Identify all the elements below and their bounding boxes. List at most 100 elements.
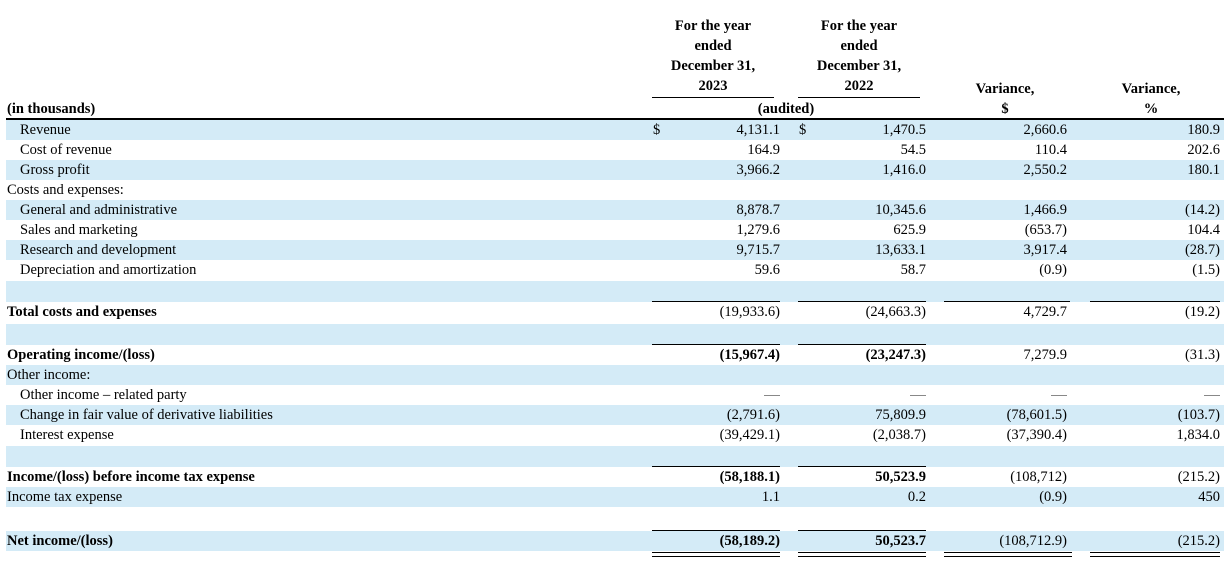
row-income-tax-expense: Income tax expense 1.1 0.2 (0.9) 450 bbox=[6, 487, 1224, 507]
row-label: Operating income/(loss) bbox=[7, 347, 155, 363]
total-double-rule-2023 bbox=[652, 552, 780, 557]
header-2022-line1: For the year bbox=[820, 18, 898, 34]
row-label: Costs and expenses: bbox=[7, 182, 124, 198]
value-2023: 3,966.2 bbox=[736, 162, 781, 178]
dash-variance bbox=[1051, 385, 1067, 405]
header-2022-line3: December 31, bbox=[816, 58, 902, 74]
header-rule bbox=[6, 118, 1224, 120]
row-research-development: Research and development 9,715.7 13,633.… bbox=[6, 240, 1224, 260]
row-costs-and-expenses-heading: Costs and expenses: bbox=[6, 180, 1224, 200]
header-2023-line2: ended bbox=[694, 38, 732, 54]
spacer-row bbox=[6, 446, 1224, 467]
value-2023: 59.6 bbox=[754, 262, 780, 278]
value-variance-pct: (215.2) bbox=[1177, 469, 1220, 485]
row-interest-expense: Interest expense (39,429.1) (2,038.7) (3… bbox=[6, 425, 1224, 445]
row-label: Gross profit bbox=[20, 162, 90, 178]
header-2023-underline bbox=[652, 97, 774, 98]
row-label: Cost of revenue bbox=[20, 142, 112, 158]
header-2023-line4: 2023 bbox=[698, 78, 728, 94]
audited-label: (audited) bbox=[757, 101, 815, 117]
row-label: Sales and marketing bbox=[20, 222, 138, 238]
row-label: Interest expense bbox=[20, 427, 114, 443]
header-2022-line2: ended bbox=[840, 38, 878, 54]
value-2022: (2,038.7) bbox=[872, 427, 926, 443]
spacer-row bbox=[6, 281, 1224, 302]
value-variance: (108,712.9) bbox=[999, 533, 1067, 549]
subtotal-rule-2023 bbox=[652, 301, 780, 302]
header-2022-underline bbox=[798, 97, 920, 98]
row-label: Depreciation and amortization bbox=[20, 262, 197, 278]
total-double-rule-2022 bbox=[798, 552, 926, 557]
header-variance-pct: Variance, % bbox=[1090, 79, 1212, 119]
value-2023: 1,279.6 bbox=[736, 222, 781, 238]
value-2023: 8,878.7 bbox=[736, 202, 781, 218]
value-variance-pct: (19.2) bbox=[1184, 304, 1220, 320]
row-total-costs-expenses: Total costs and expenses (19,933.6) (24,… bbox=[6, 302, 1224, 322]
row-label: Income tax expense bbox=[7, 489, 123, 505]
dash-2023 bbox=[764, 385, 780, 405]
value-2022: 625.9 bbox=[893, 222, 926, 238]
subtotal-rule-2023 bbox=[652, 530, 780, 531]
header-variance-dollar-line1: Variance, bbox=[975, 81, 1035, 97]
row-label: Total costs and expenses bbox=[7, 304, 157, 320]
value-2022: 1,470.5 bbox=[882, 122, 927, 138]
subtotal-rule-2022 bbox=[798, 301, 926, 302]
row-net-income: Net income/(loss) (58,189.2) 50,523.7 (1… bbox=[6, 531, 1224, 551]
row-gross-profit: Gross profit 3,966.2 1,416.0 2,550.2 180… bbox=[6, 160, 1224, 180]
value-2023: (2,791.6) bbox=[726, 407, 780, 423]
row-sales-marketing: Sales and marketing 1,279.6 625.9 (653.7… bbox=[6, 220, 1224, 240]
row-income-before-tax: Income/(loss) before income tax expense … bbox=[6, 467, 1224, 487]
value-variance-pct: (103.7) bbox=[1177, 407, 1220, 423]
row-label: Revenue bbox=[20, 122, 71, 138]
row-operating-income: Operating income/(loss) (15,967.4) (23,2… bbox=[6, 345, 1224, 365]
spacer-row bbox=[6, 324, 1224, 345]
currency-symbol: $ bbox=[799, 122, 807, 138]
value-2022: 0.2 bbox=[907, 489, 926, 505]
value-2022: 13,633.1 bbox=[875, 242, 926, 258]
header-variance-pct-line1: Variance, bbox=[1121, 81, 1181, 97]
value-2022: (24,663.3) bbox=[865, 304, 926, 320]
header-variance-dollar-line2: $ bbox=[1001, 101, 1009, 117]
subtotal-rule-2022 bbox=[798, 466, 926, 467]
value-2022: 50,523.9 bbox=[875, 469, 926, 485]
value-variance-pct: (31.3) bbox=[1184, 347, 1220, 363]
subtotal-rule-pct bbox=[1090, 301, 1220, 302]
value-2023: 4,131.1 bbox=[736, 122, 781, 138]
row-other-income-heading: Other income: bbox=[6, 365, 1224, 385]
value-variance-pct: (1.5) bbox=[1192, 262, 1220, 278]
header-2023: For the year ended December 31, 2023 bbox=[652, 16, 774, 96]
dash-variance-pct bbox=[1204, 385, 1220, 405]
value-2023: 1.1 bbox=[761, 489, 780, 505]
currency-symbol: $ bbox=[653, 122, 661, 138]
value-variance: 2,550.2 bbox=[1023, 162, 1068, 178]
value-2023: 9,715.7 bbox=[736, 242, 781, 258]
value-variance: 1,466.9 bbox=[1023, 202, 1068, 218]
value-variance: 7,279.9 bbox=[1023, 347, 1068, 363]
value-2022: 50,523.7 bbox=[875, 533, 926, 549]
row-label: Net income/(loss) bbox=[7, 533, 113, 549]
value-variance: 3,917.4 bbox=[1023, 242, 1068, 258]
header-2022: For the year ended December 31, 2022 bbox=[798, 16, 920, 96]
row-label: Other income: bbox=[7, 367, 91, 383]
value-2022: 54.5 bbox=[900, 142, 926, 158]
header-variance-dollar: Variance, $ bbox=[944, 79, 1066, 119]
row-general-administrative: General and administrative 8,878.7 10,34… bbox=[6, 200, 1224, 220]
value-variance-pct: (28.7) bbox=[1184, 242, 1220, 258]
row-label: Research and development bbox=[20, 242, 177, 258]
header-2023-line3: December 31, bbox=[670, 58, 756, 74]
subtotal-rule-2023 bbox=[652, 466, 780, 467]
subtotal-rule-2022 bbox=[798, 344, 926, 345]
subtotal-rule-2023 bbox=[652, 344, 780, 345]
value-variance-pct: 202.6 bbox=[1187, 142, 1220, 158]
row-cost-of-revenue: Cost of revenue 164.9 54.5 110.4 202.6 bbox=[6, 140, 1224, 160]
value-variance: (653.7) bbox=[1024, 222, 1067, 238]
dash-2022 bbox=[910, 385, 926, 405]
value-2022: 10,345.6 bbox=[875, 202, 926, 218]
row-change-fair-value: Change in fair value of derivative liabi… bbox=[6, 405, 1224, 425]
total-double-rule-pct bbox=[1090, 552, 1220, 557]
value-variance-pct: (14.2) bbox=[1184, 202, 1220, 218]
subtotal-rule-variance bbox=[944, 301, 1070, 302]
value-variance-pct: 450 bbox=[1198, 489, 1220, 505]
value-variance: 110.4 bbox=[1034, 142, 1067, 158]
header-2023-line1: For the year bbox=[674, 18, 752, 34]
